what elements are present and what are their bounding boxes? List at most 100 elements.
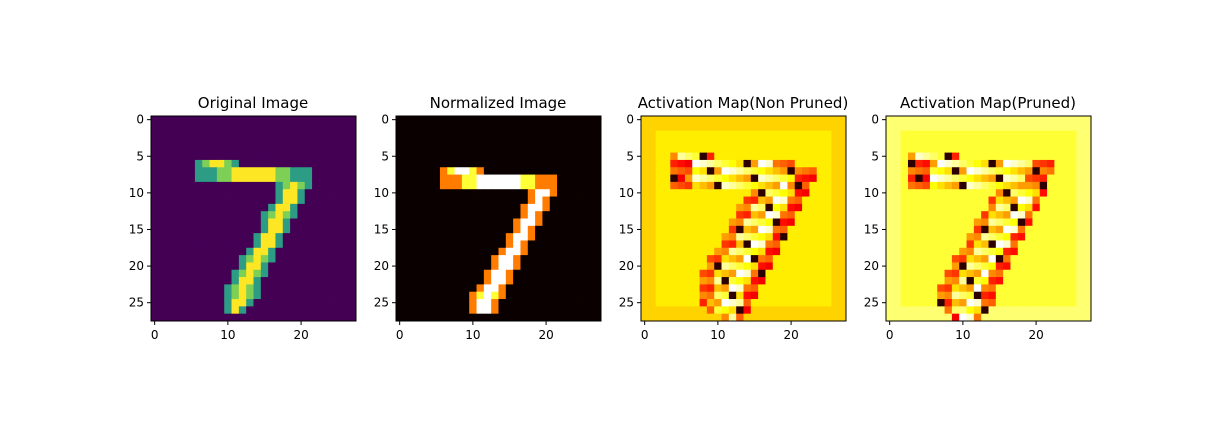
heatmap-cell: [312, 203, 320, 212]
heatmap-cell: [743, 313, 752, 322]
heatmap-cell: [973, 225, 982, 234]
heatmap-cell: [772, 313, 781, 322]
heatmap-cell: [491, 306, 499, 315]
heatmap-cell: [231, 174, 240, 183]
heatmap-cell: [319, 174, 328, 183]
heatmap-cell: [641, 130, 649, 139]
heatmap-cell: [758, 262, 766, 271]
heatmap-cell: [973, 152, 982, 161]
heatmap-cell: [838, 299, 847, 307]
heatmap-cell: [260, 262, 269, 271]
heatmap-cell: [469, 233, 477, 241]
heatmap-cell: [758, 189, 766, 197]
heatmap-cell: [706, 277, 715, 285]
heatmap-cell: [476, 145, 485, 154]
heatmap-cell: [260, 159, 269, 168]
heatmap-cell: [787, 189, 796, 197]
heatmap-cell: [780, 196, 788, 205]
heatmap-cell: [1025, 211, 1033, 219]
heatmap-cell: [410, 203, 419, 212]
heatmap-cell: [535, 255, 543, 263]
heatmap-cell: [253, 299, 262, 307]
heatmap-cell: [194, 313, 203, 322]
heatmap-cell: [476, 130, 485, 139]
heatmap-cell: [831, 306, 840, 315]
heatmap-cell: [1003, 233, 1011, 241]
heatmap-cell: [319, 240, 328, 249]
heatmap-cell: [297, 299, 306, 307]
heatmap-cell: [439, 196, 448, 205]
heatmap-cell: [454, 218, 463, 227]
heatmap-cell: [224, 277, 232, 285]
heatmap-cell: [282, 159, 291, 168]
heatmap-cell: [973, 196, 982, 205]
heatmap-cell: [447, 181, 455, 190]
heatmap-cell: [593, 152, 602, 161]
heatmap-cell: [348, 152, 357, 161]
heatmap-cell: [319, 277, 328, 285]
heatmap-cell: [655, 152, 664, 161]
heatmap-cell: [1010, 167, 1019, 175]
heatmap-cell: [1047, 313, 1055, 322]
heatmap-cell: [439, 123, 448, 132]
heatmap-cell: [312, 306, 320, 315]
heatmap-cell: [542, 181, 551, 190]
heatmap-cell: [915, 196, 924, 205]
heatmap-cell: [469, 203, 477, 212]
heatmap-cell: [802, 284, 810, 293]
heatmap-cell: [447, 152, 455, 161]
heatmap-cell: [736, 130, 744, 139]
heatmap-cell: [593, 233, 602, 241]
heatmap-cell: [491, 145, 499, 154]
heatmap-cell: [396, 225, 404, 234]
heatmap-cell: [1017, 116, 1026, 124]
heatmap-cell: [180, 240, 189, 249]
heatmap-cell: [1025, 225, 1033, 234]
heatmap-cell: [224, 284, 232, 293]
heatmap-cell: [981, 189, 989, 197]
heatmap-cell: [238, 159, 247, 168]
heatmap-cell: [1039, 313, 1048, 322]
heatmap-cell: [951, 225, 960, 234]
heatmap-cell: [410, 299, 419, 307]
heatmap-cell: [403, 152, 412, 161]
heatmap-cell: [662, 174, 671, 183]
heatmap-cell: [802, 174, 810, 183]
heatmap-cell: [513, 181, 521, 190]
heatmap-cell: [425, 116, 434, 124]
heatmap-cell: [312, 269, 320, 278]
heatmap-cell: [750, 277, 759, 285]
heatmap-cell: [1047, 262, 1055, 271]
heatmap-cell: [922, 203, 931, 212]
heatmap-cell: [564, 233, 573, 241]
heatmap-cell: [557, 225, 565, 234]
heatmap-cell: [425, 233, 434, 241]
heatmap-cell: [824, 262, 832, 271]
heatmap-cell: [180, 306, 189, 315]
heatmap-cell: [187, 306, 196, 315]
heatmap-cell: [238, 313, 247, 322]
heatmap-cell: [951, 262, 960, 271]
heatmap-cell: [794, 203, 803, 212]
heatmap-cell: [787, 123, 796, 132]
heatmap-cell: [297, 203, 306, 212]
heatmap-cell: [439, 116, 448, 124]
heatmap-cell: [966, 167, 975, 175]
heatmap-cell: [579, 203, 587, 212]
heatmap-cell: [297, 181, 306, 190]
heatmap-cell: [476, 247, 485, 256]
heatmap-cell: [498, 291, 507, 300]
heatmap-cell: [202, 255, 210, 263]
heatmap-cell: [194, 137, 203, 146]
heatmap-cell: [655, 306, 664, 315]
heatmap-cell: [988, 203, 997, 212]
heatmap-cell: [498, 262, 507, 271]
heatmap-cell: [780, 167, 788, 175]
heatmap-cell: [728, 233, 737, 241]
heatmap-cell: [216, 159, 225, 168]
heatmap-cell: [900, 211, 909, 219]
heatmap-cell: [513, 211, 521, 219]
heatmap-cell: [593, 277, 602, 285]
heatmap-cell: [981, 167, 989, 175]
heatmap-cell: [209, 255, 218, 263]
